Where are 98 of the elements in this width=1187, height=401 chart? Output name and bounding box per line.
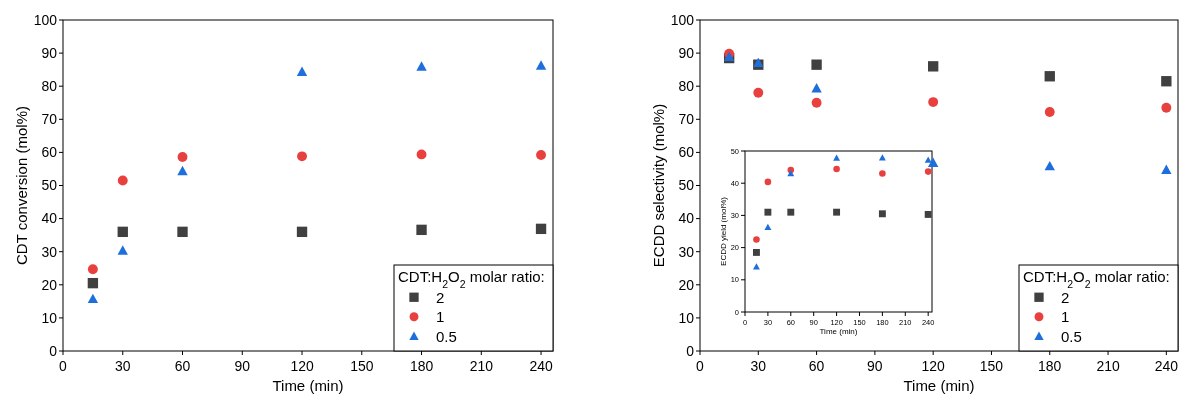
y-tick-label: 50 [41,177,58,194]
x-axis-title: Time (min) [903,377,975,395]
y-tick-label: 10 [41,309,58,326]
x-tick-label: 150 [350,357,374,374]
point [177,152,188,162]
point [833,165,840,173]
x-tick-label: 120 [921,357,946,374]
y-axis-title: CDT conversion (mol%) [12,106,30,265]
point [1044,71,1055,82]
y-tick-label: 60 [41,144,58,161]
point [787,208,795,216]
point [296,66,308,77]
point [177,165,188,176]
point [764,178,772,186]
legend-title: CDT:H$_{2}$O$_{2}$ molar ratio: [1023,268,1170,291]
x-tick-label: 150 [979,357,1004,374]
x-axis-title: Time (min) [272,377,344,395]
y-tick-label: 30 [41,243,58,260]
y-tick-label: 10 [678,309,695,326]
x-tick-label: 180 [409,357,434,374]
legend-label: 2 [436,288,445,306]
point [536,150,546,160]
x-tick-label: 90 [234,357,251,374]
point [87,277,99,289]
point [811,97,822,108]
x-tick-label: 30 [115,357,131,374]
x-axis-title: Time (min) [819,326,858,336]
y-tick-label: 40 [41,210,58,227]
point [753,263,760,270]
point [928,157,939,168]
x-tick-label: 60 [174,357,191,374]
x-tick-label: 240 [529,357,553,374]
x-tick-label: 120 [290,357,314,374]
y-axis-title: ECDD selectivity (mol%) [649,103,667,268]
y-tick-label: 90 [41,44,58,61]
point [924,210,932,218]
point [833,154,841,161]
legend-title: CDT:H$_{2}$O$_{2}$ molar ratio: [398,268,545,291]
point [928,97,939,108]
point [117,245,128,255]
point [1161,164,1172,174]
x-tick-label: 240 [1154,357,1179,374]
y-tick-label: 0 [49,342,58,359]
y-tick-label: 100 [670,11,695,28]
point [535,60,547,70]
y-tick-label: 0 [686,342,695,359]
y-tick-label: 30 [678,243,695,260]
point [117,226,128,238]
legend-label: 1 [436,308,445,325]
x-tick-label: 90 [867,357,883,374]
point [416,224,427,236]
point [753,236,760,243]
point [1044,160,1055,171]
point [928,61,939,72]
point [811,83,822,93]
x-tick-label: 210 [1096,357,1120,374]
point [924,156,932,163]
y-tick-label: 50 [678,177,695,194]
y-tick-label: 80 [678,78,695,95]
point [416,61,427,71]
legend-label: 0.5 [1061,327,1082,345]
y-tick-label: 20 [678,276,695,293]
point [1044,107,1055,117]
point [764,208,772,216]
y-tick-label: 90 [678,44,695,61]
point [764,223,772,231]
y-tick-label: 80 [41,78,58,95]
point [297,151,307,162]
point [753,248,760,256]
point [879,170,886,177]
point [878,210,886,218]
point [177,226,188,238]
legend-label: 2 [1061,288,1070,306]
point [811,59,822,70]
x-tick-label: 210 [469,357,494,374]
y-tick-label: 20 [41,276,58,293]
x-tick-label: 30 [750,357,767,374]
x-tick-label: 180 [1038,357,1062,374]
point [1161,76,1172,87]
y-axis-title: ECDD yield (mol%) [718,196,728,266]
point [87,293,99,304]
point [296,226,308,238]
point [753,87,764,98]
point [535,223,547,235]
y-tick-label: 60 [678,144,695,161]
point [924,168,932,175]
y-tick-label: 70 [41,111,58,128]
y-tick-label: 70 [678,111,695,128]
legend-label: 1 [1061,308,1070,325]
point [87,264,98,275]
legend-label: 0.5 [436,327,457,345]
point [1161,102,1172,113]
point [833,208,841,216]
point [117,175,128,186]
x-tick-label: 60 [808,357,825,374]
y-tick-label: 100 [33,11,58,28]
point [416,149,427,160]
y-tick-label: 40 [678,210,695,227]
